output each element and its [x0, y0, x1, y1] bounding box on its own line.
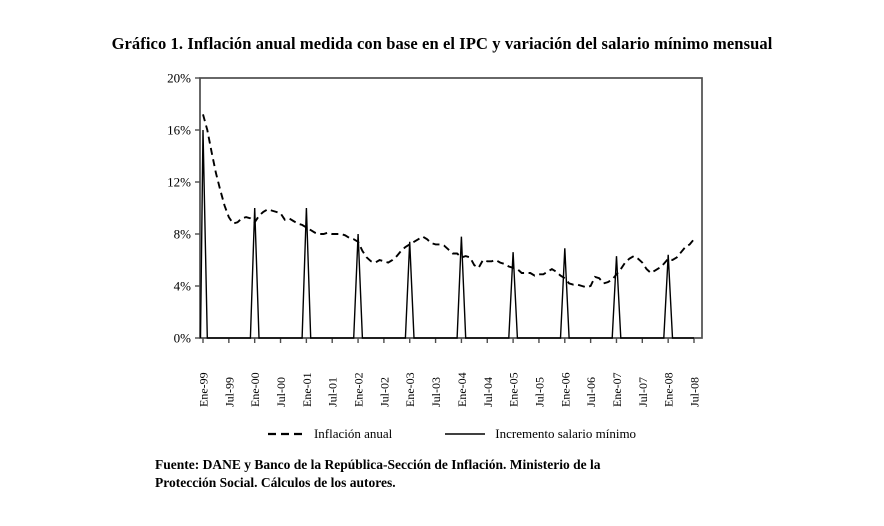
legend-label-salario: Incremento salario mínimo [495, 426, 637, 441]
x-tick-label: Ene-06 [558, 372, 572, 407]
x-tick-label: Ene-99 [197, 372, 211, 407]
x-tick-label: Jul-00 [274, 377, 288, 407]
x-tick-label: Ene-02 [352, 372, 366, 407]
y-tick-label: 12% [167, 175, 191, 190]
x-tick-label: Ene-05 [507, 372, 521, 407]
x-tick-label: Ene-08 [662, 372, 676, 407]
x-tick-label: Jul-03 [429, 377, 443, 407]
x-tick-label: Jul-06 [584, 377, 598, 407]
x-tick-label: Jul-99 [222, 377, 236, 407]
y-tick-label: 4% [174, 279, 192, 294]
y-tick-label: 20% [167, 71, 191, 86]
solid-line-icon [445, 433, 486, 435]
inflacion-anual-line [202, 114, 695, 289]
legend-label-inflacion: Inflación anual [313, 426, 393, 441]
dashed-line-icon [267, 432, 304, 436]
x-tick-label: Jul-02 [377, 377, 391, 407]
chart-legend: Inflación anual Incremento salario mínim… [200, 426, 703, 442]
plot-frame [199, 77, 703, 339]
legend-item-inflacion: Inflación anual [267, 426, 392, 442]
source-line-2: Protección Social. Cálculos de los autor… [155, 474, 396, 490]
source-note: Fuente: DANE y Banco de la República-Sec… [155, 456, 720, 492]
x-tick-label: Jul-04 [481, 377, 495, 407]
x-tick-label: Ene-07 [610, 372, 624, 407]
x-tick-label: Jul-08 [687, 377, 701, 407]
x-tick-label: Jul-07 [636, 377, 650, 407]
x-tick-label: Ene-03 [403, 372, 417, 407]
salario-minimo-line [199, 129, 694, 339]
x-tick-label: Jul-01 [326, 377, 340, 407]
x-tick-label: Ene-01 [300, 372, 314, 407]
y-tick-label: 16% [167, 123, 191, 138]
source-line-1: Fuente: DANE y Banco de la República-Sec… [155, 457, 601, 472]
y-tick-label: 0% [174, 331, 192, 346]
x-tick-label: Jul-05 [532, 377, 546, 407]
y-tick-label: 8% [174, 227, 192, 242]
legend-item-salario: Incremento salario mínimo [444, 426, 636, 442]
x-tick-label: Ene-00 [248, 372, 262, 407]
x-tick-label: Ene-04 [455, 372, 469, 407]
figure-title: Gráfico 1. Inflación anual medida con ba… [111, 34, 773, 53]
